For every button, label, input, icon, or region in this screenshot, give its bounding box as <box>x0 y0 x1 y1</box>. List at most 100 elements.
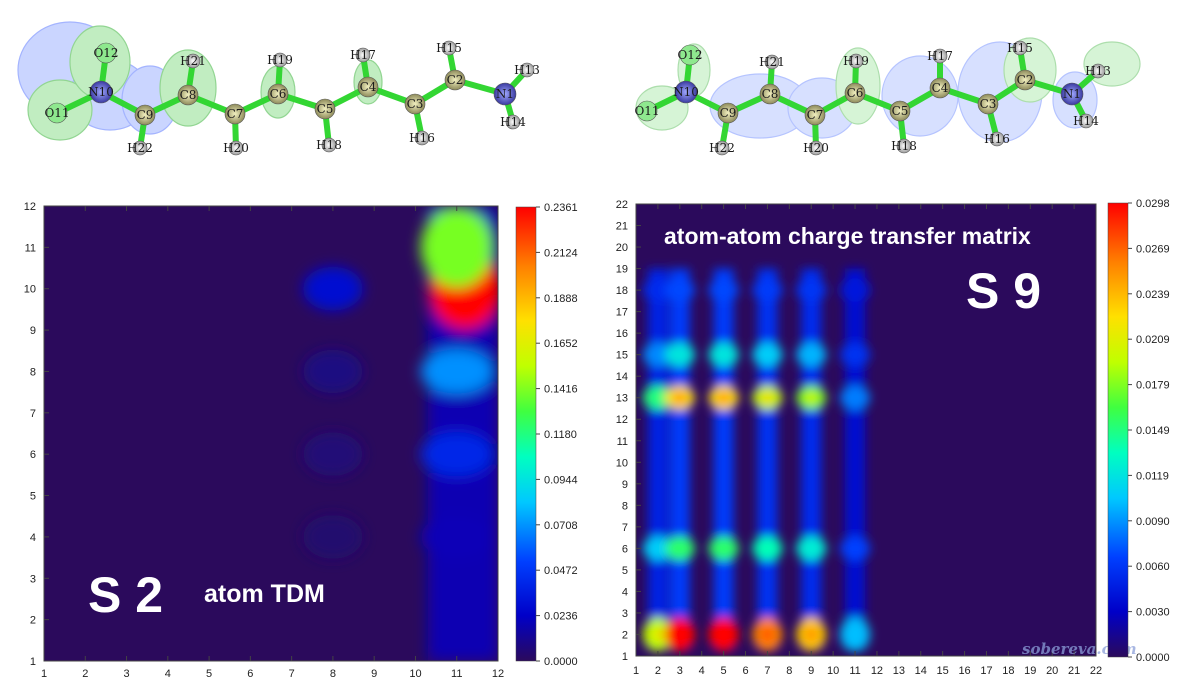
ct-chart-title: atom-atom charge transfer matrix <box>664 223 1031 249</box>
ct-peak <box>752 278 783 303</box>
tdm-colorbar-label: 0.1416 <box>544 384 578 396</box>
ct-peak <box>840 342 871 367</box>
tdm-x-tick-label: 3 <box>123 668 129 680</box>
tdm-x-tick-label: 5 <box>206 668 212 680</box>
molecule-left: N1 C2 C3 C4 C5 C6 C7 C8 C9 N10 O11 O12 H13 H14 H15 H16 H… <box>17 21 540 156</box>
ct-peak <box>752 342 783 367</box>
tdm-colorbar-label: 0.0000 <box>544 656 578 668</box>
ct-y-tick-label: 9 <box>622 479 628 491</box>
atom-c3 <box>977 93 999 115</box>
ct-plot-frame <box>635 203 1097 657</box>
tdm-colorbar-gradient <box>515 206 537 662</box>
tdm-x-tick-label: 12 <box>492 668 504 680</box>
atom-h16 <box>989 131 1005 147</box>
ct-x-tick-label: 21 <box>1068 665 1080 677</box>
atom-c2 <box>1014 69 1036 91</box>
ct-peak <box>840 385 871 410</box>
ct-y-tick-label: 20 <box>616 242 628 254</box>
ct-x-tick-label: 14 <box>915 665 927 677</box>
ct-peak-core <box>652 629 663 640</box>
ct-peak-core <box>762 629 773 640</box>
atom-label: O11 <box>44 106 69 120</box>
tdm-peak <box>420 432 493 477</box>
ct-peak <box>664 278 695 303</box>
tdm-colorbar-label: 0.0472 <box>544 565 578 577</box>
tdm-peak <box>302 432 363 477</box>
ct-x-tick-label: 15 <box>937 665 949 677</box>
ct-y-tick-label: 2 <box>622 629 628 641</box>
ct-peak-core <box>806 392 817 403</box>
tdm-x-tick-label: 7 <box>289 668 295 680</box>
ct-colorbar-label: 0.0179 <box>1136 380 1170 392</box>
ct-y-tick-label: 14 <box>616 371 628 383</box>
atom-label: H15 <box>436 41 462 55</box>
atom-h14 <box>1078 113 1094 129</box>
atom-n1 <box>1060 82 1084 106</box>
atom-o12 <box>95 42 117 64</box>
ct-column-band <box>845 268 866 650</box>
ct-plot-background <box>636 204 1096 656</box>
tdm-x-tick-label: 6 <box>247 668 253 680</box>
tdm-peak <box>302 514 363 559</box>
tdm-annotation: atom TDM <box>204 580 325 608</box>
ct-y-tick-label: 21 <box>616 221 628 233</box>
atom-label: H22 <box>709 141 735 155</box>
ct-peak <box>840 617 871 652</box>
atom-label: C4 <box>932 81 949 95</box>
ct-colorbar-label: 0.0119 <box>1136 470 1169 482</box>
atom-h21 <box>764 54 780 70</box>
ct-y-tick-label: 4 <box>622 586 628 598</box>
atom-c6 <box>267 83 289 105</box>
atom-label: H16 <box>984 132 1010 146</box>
atom-o12 <box>679 44 701 66</box>
atom-h19 <box>848 53 864 69</box>
ct-y-tick-label: 18 <box>616 285 628 297</box>
tdm-y-tick-label: 3 <box>30 573 36 585</box>
atom-label: H13 <box>514 63 540 77</box>
ct-peak <box>840 536 871 561</box>
ct-column-band <box>713 268 734 650</box>
ct-y-tick-label: 17 <box>616 307 628 319</box>
atom-label: H21 <box>759 55 785 69</box>
ct-y-tick-label: 10 <box>616 457 628 469</box>
tdm-colorbar-label: 0.0708 <box>544 520 578 532</box>
ct-colorbar-label: 0.0149 <box>1136 425 1170 437</box>
ct-colorbar-label: 0.0060 <box>1136 561 1170 573</box>
atom-c6 <box>844 82 866 104</box>
ct-x-tick-label: 13 <box>893 665 905 677</box>
atom-label: N1 <box>1063 87 1081 101</box>
ct-peak <box>708 342 739 367</box>
ct-peak-core <box>718 629 729 640</box>
tdm-y-tick-label: 9 <box>30 325 36 337</box>
ct-peak <box>664 342 695 367</box>
atom-label: O12 <box>677 48 702 62</box>
isosurface-lobe <box>881 55 959 137</box>
ct-column-band <box>669 268 690 650</box>
atom-o11 <box>46 102 68 124</box>
tdm-y-tick-label: 11 <box>25 242 36 254</box>
tdm-y-tick-label: 12 <box>24 201 36 213</box>
atom-n10 <box>89 80 113 104</box>
tdm-y-tick-label: 4 <box>30 532 36 544</box>
atom-label: O11 <box>634 104 659 118</box>
ct-peak <box>708 278 739 303</box>
tdm-colorbar-label: 0.2361 <box>544 202 578 214</box>
atom-c4 <box>929 77 951 99</box>
atom-label: C6 <box>270 87 287 101</box>
ct-y-tick-label: 11 <box>617 436 628 448</box>
ct-peak-core <box>674 392 685 403</box>
tdm-x-tick-label: 2 <box>82 668 88 680</box>
atom-h14 <box>505 114 521 130</box>
atom-c7 <box>224 103 246 125</box>
ct-peak <box>796 536 827 561</box>
tdm-colorbar-label: 0.1652 <box>544 338 578 350</box>
ct-x-tick-label: 2 <box>655 665 661 677</box>
atom-c5 <box>889 100 911 122</box>
ct-x-tick-label: 22 <box>1090 665 1102 677</box>
atom-n1 <box>493 82 517 106</box>
ct-peak <box>642 278 673 303</box>
tdm-y-tick-label: 5 <box>30 491 36 503</box>
ct-x-tick-label: 12 <box>871 665 883 677</box>
atom-h21 <box>185 53 201 69</box>
atom-label: C6 <box>847 86 864 100</box>
